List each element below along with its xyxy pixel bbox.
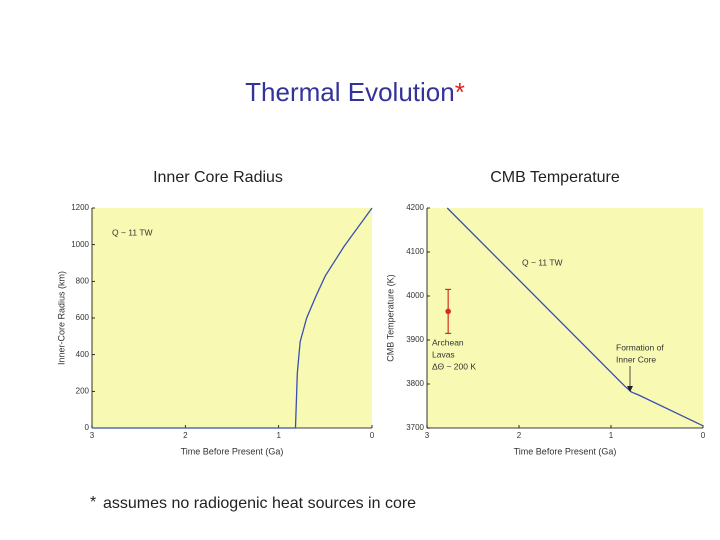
y-tick-label: 4100 (406, 247, 424, 256)
annotation: Q ~ 11 TW (112, 227, 153, 237)
data-line (446, 207, 704, 427)
chart-title: Inner Core Radius (153, 169, 283, 186)
x-tick-label: 3 (425, 431, 430, 440)
data-point (445, 308, 451, 315)
annotation: Q ~ 11 TW (522, 257, 563, 267)
y-tick-label: 600 (76, 313, 90, 322)
x-tick-label: 0 (701, 431, 706, 440)
y-tick-label: 4200 (406, 203, 424, 212)
x-tick-label: 1 (276, 431, 281, 440)
y-tick-label: 1000 (71, 240, 89, 249)
x-tick-label: 2 (517, 431, 522, 440)
x-tick-label: 1 (609, 431, 614, 440)
y-tick-label: 3700 (406, 423, 424, 432)
annotation: Archean (432, 337, 464, 347)
plot-area (92, 208, 372, 428)
annotation: ΔΘ ~ 200 K (432, 361, 476, 371)
arrow-head (627, 386, 633, 392)
x-tick-label: 3 (90, 431, 95, 440)
x-axis-label: Time Before Present (Ga) (181, 446, 284, 456)
y-axis-label: Inner-Core Radius (km) (56, 271, 66, 365)
y-tick-label: 1200 (71, 203, 89, 212)
y-tick-label: 400 (76, 350, 90, 359)
y-tick-label: 3900 (406, 335, 424, 344)
slide-title: Thermal Evolution* (245, 77, 465, 107)
y-tick-label: 3800 (406, 379, 424, 388)
annotation: Lavas (432, 349, 455, 359)
y-tick-label: 800 (76, 276, 90, 285)
annotation: Inner Core (616, 354, 656, 364)
title-text: Thermal Evolution (245, 77, 455, 107)
footnote-mark: * (90, 494, 96, 511)
footnote: assumes no radiogenic heat sources in co… (103, 495, 416, 512)
x-tick-label: 0 (370, 431, 375, 440)
y-tick-label: 200 (76, 386, 90, 395)
chart-title: CMB Temperature (490, 169, 620, 186)
y-axis-label: CMB Temperature (K) (385, 274, 395, 361)
annotation: Formation of (616, 342, 664, 352)
x-axis-label: Time Before Present (Ga) (514, 446, 617, 456)
title-mark: * (455, 77, 465, 107)
plot-area (427, 208, 703, 428)
data-line (92, 207, 373, 429)
x-tick-label: 2 (183, 431, 188, 440)
y-tick-label: 0 (85, 423, 90, 432)
y-tick-label: 4000 (406, 291, 424, 300)
